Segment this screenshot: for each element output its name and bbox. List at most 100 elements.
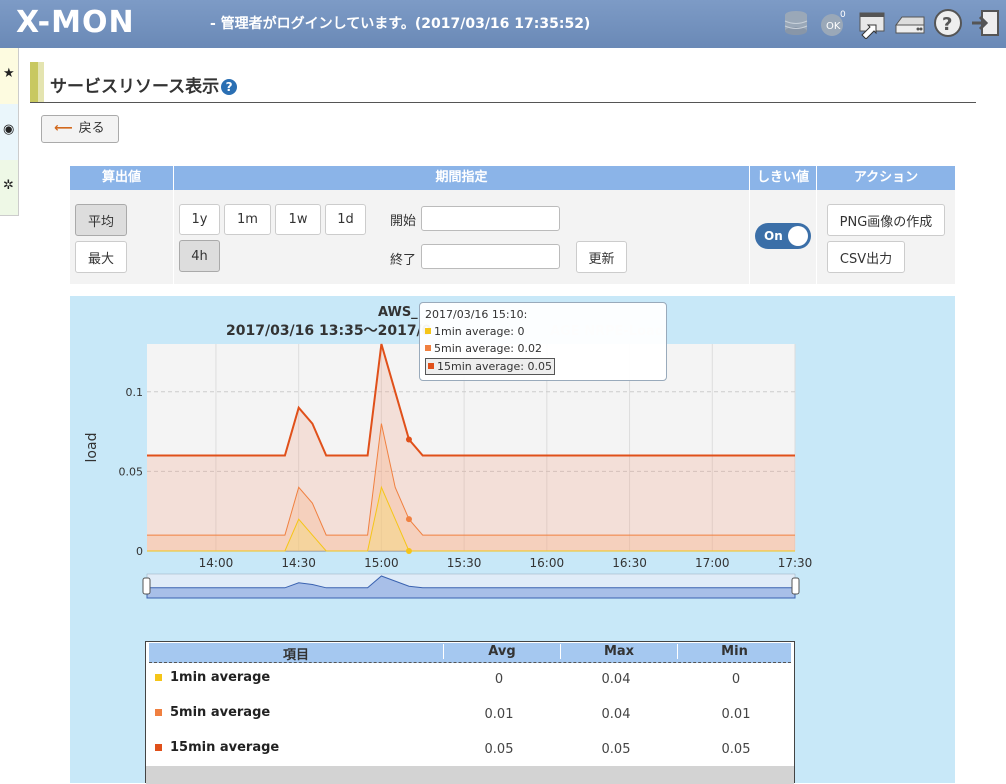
stats-footer bbox=[146, 766, 794, 784]
stats-avg: 0.01 bbox=[484, 707, 514, 722]
server-icon[interactable] bbox=[894, 7, 926, 39]
stats-col-item: 項目 bbox=[282, 648, 309, 663]
range-1m-button[interactable]: 1m bbox=[224, 204, 271, 235]
series-area-1 bbox=[147, 423, 795, 551]
sidebar-tab-favorites[interactable]: ★ bbox=[0, 48, 19, 104]
stats-row-name: 15min average bbox=[170, 740, 280, 755]
stats-avg: 0 bbox=[494, 672, 504, 687]
series-line-0 bbox=[147, 485, 795, 552]
calc-avg-button[interactable]: 平均 bbox=[75, 204, 127, 236]
stats-row-15min: 15min average 0.05 0.05 0.05 bbox=[146, 740, 794, 775]
stats-header: 項目 Avg Max Min bbox=[149, 643, 791, 663]
x-tick-label: 14:30 bbox=[281, 556, 316, 570]
stats-max: 0.04 bbox=[601, 672, 631, 687]
header-calc: 算出値 bbox=[70, 166, 173, 190]
header-threshold: しきい値 bbox=[750, 166, 816, 190]
tooltip-line-5min: 5min average: 0.02 bbox=[425, 342, 542, 355]
app-logo: X-MON bbox=[16, 5, 135, 40]
navigator-series bbox=[146, 575, 796, 599]
sidebar-tab-monitor[interactable]: ◉ bbox=[0, 104, 19, 160]
app-header: X-MON - 管理者がログインしています。(2017/03/16 17:35:… bbox=[0, 0, 1006, 48]
csv-export-button[interactable]: CSV出力 bbox=[827, 241, 905, 273]
stats-col-avg: Avg bbox=[443, 644, 560, 659]
start-date-input[interactable] bbox=[421, 206, 560, 231]
range-1d-button[interactable]: 1d bbox=[325, 204, 366, 235]
help-icon[interactable]: ? bbox=[221, 79, 238, 95]
database-icon[interactable] bbox=[780, 7, 812, 39]
stats-table: 項目 Avg Max Min 1min average 0 0.04 0 5mi… bbox=[145, 641, 795, 784]
help-icon[interactable]: ? bbox=[932, 7, 964, 39]
stats-col-min: Min bbox=[677, 644, 791, 659]
title-accent-light bbox=[38, 62, 44, 102]
x-tick-label: 16:30 bbox=[612, 556, 647, 570]
header-action: アクション bbox=[817, 166, 955, 190]
y-tick-label: 0 bbox=[136, 545, 143, 558]
end-date-input[interactable] bbox=[421, 244, 560, 269]
header-period: 期間指定 bbox=[174, 166, 749, 190]
svg-text:OK: OK bbox=[826, 21, 841, 32]
gear-icon: ✲ bbox=[3, 178, 14, 193]
png-export-button[interactable]: PNG画像の作成 bbox=[827, 204, 945, 236]
range-1y-button[interactable]: 1y bbox=[179, 204, 220, 235]
stats-col-max: Max bbox=[560, 644, 677, 659]
x-tick-label: 17:30 bbox=[778, 556, 813, 570]
y-tick-label: 0.1 bbox=[126, 386, 144, 399]
tooltip-5min-text: 5min average: 0.02 bbox=[434, 342, 542, 355]
hover-point-2 bbox=[405, 436, 412, 443]
update-button[interactable]: 更新 bbox=[576, 241, 627, 273]
y-tick-label: 0.05 bbox=[119, 465, 144, 478]
stats-max: 0.04 bbox=[601, 707, 631, 722]
stats-min: 0 bbox=[731, 672, 741, 687]
stats-min: 0.01 bbox=[721, 707, 751, 722]
calc-max-button[interactable]: 最大 bbox=[75, 241, 127, 273]
chart-subtitle: 2017/03/16 13:35〜2017/0 bbox=[226, 323, 432, 339]
stats-min: 0.05 bbox=[721, 742, 751, 757]
range-4h-button[interactable]: 4h bbox=[179, 240, 220, 272]
tooltip-15min-text: 15min average: 0.05 bbox=[437, 360, 552, 373]
back-button[interactable]: ⟵ 戻る bbox=[41, 115, 119, 143]
tooltip-time: 2017/03/16 15:10: bbox=[425, 308, 528, 321]
stats-avg: 0.05 bbox=[484, 742, 514, 757]
page-title: サービスリソース表示? bbox=[50, 72, 238, 97]
tooltip-line-15min: 15min average: 0.05 bbox=[425, 358, 555, 375]
legend-mark-15min bbox=[155, 744, 162, 751]
sidebar-tab-settings[interactable]: ✲ bbox=[0, 160, 19, 216]
x-tick-label: 17:00 bbox=[695, 556, 730, 570]
stats-row-name: 1min average bbox=[170, 670, 271, 685]
start-label: 開始 bbox=[390, 214, 417, 229]
x-tick-label: 14:00 bbox=[199, 556, 234, 570]
legend-mark-5min bbox=[155, 709, 162, 716]
ok-icon[interactable]: OK 0 bbox=[818, 7, 850, 39]
navigator-handle-right bbox=[791, 577, 800, 595]
series-line-1 bbox=[147, 423, 795, 536]
hover-point-0 bbox=[405, 548, 412, 554]
x-tick-label: 16:00 bbox=[530, 556, 565, 570]
toggle-knob bbox=[788, 226, 808, 246]
back-arrow-icon: ⟵ bbox=[54, 121, 73, 136]
y-axis-label: load bbox=[84, 433, 100, 463]
legend-mark-1min bbox=[155, 674, 162, 681]
stats-row-5min: 5min average 0.01 0.04 0.01 bbox=[146, 705, 794, 740]
tooltip-line-1min: 1min average: 0 bbox=[425, 325, 524, 338]
window-icon[interactable] bbox=[856, 7, 888, 39]
back-button-label: 戻る bbox=[78, 121, 105, 136]
stats-max: 0.05 bbox=[601, 742, 631, 757]
x-tick-label: 15:00 bbox=[364, 556, 399, 570]
range-1w-button[interactable]: 1w bbox=[275, 204, 321, 235]
eye-icon: ◉ bbox=[3, 122, 15, 137]
threshold-toggle[interactable]: On bbox=[755, 223, 811, 249]
chart-title: AWS_ bbox=[378, 305, 418, 320]
x-tick-label: 15:30 bbox=[447, 556, 482, 570]
navigator-handle-left bbox=[142, 577, 151, 595]
star-icon: ★ bbox=[3, 66, 15, 81]
title-divider bbox=[30, 102, 976, 103]
logout-icon[interactable] bbox=[970, 7, 1002, 39]
title-accent bbox=[30, 62, 38, 102]
stats-row-1min: 1min average 0 0.04 0 bbox=[146, 670, 794, 705]
series-line-2 bbox=[147, 343, 795, 457]
threshold-toggle-label: On bbox=[764, 229, 783, 243]
tooltip-1min-text: 1min average: 0 bbox=[434, 325, 525, 338]
svg-text:0: 0 bbox=[840, 10, 846, 20]
hover-point-1 bbox=[405, 516, 412, 523]
stats-row-name: 5min average bbox=[170, 705, 271, 720]
